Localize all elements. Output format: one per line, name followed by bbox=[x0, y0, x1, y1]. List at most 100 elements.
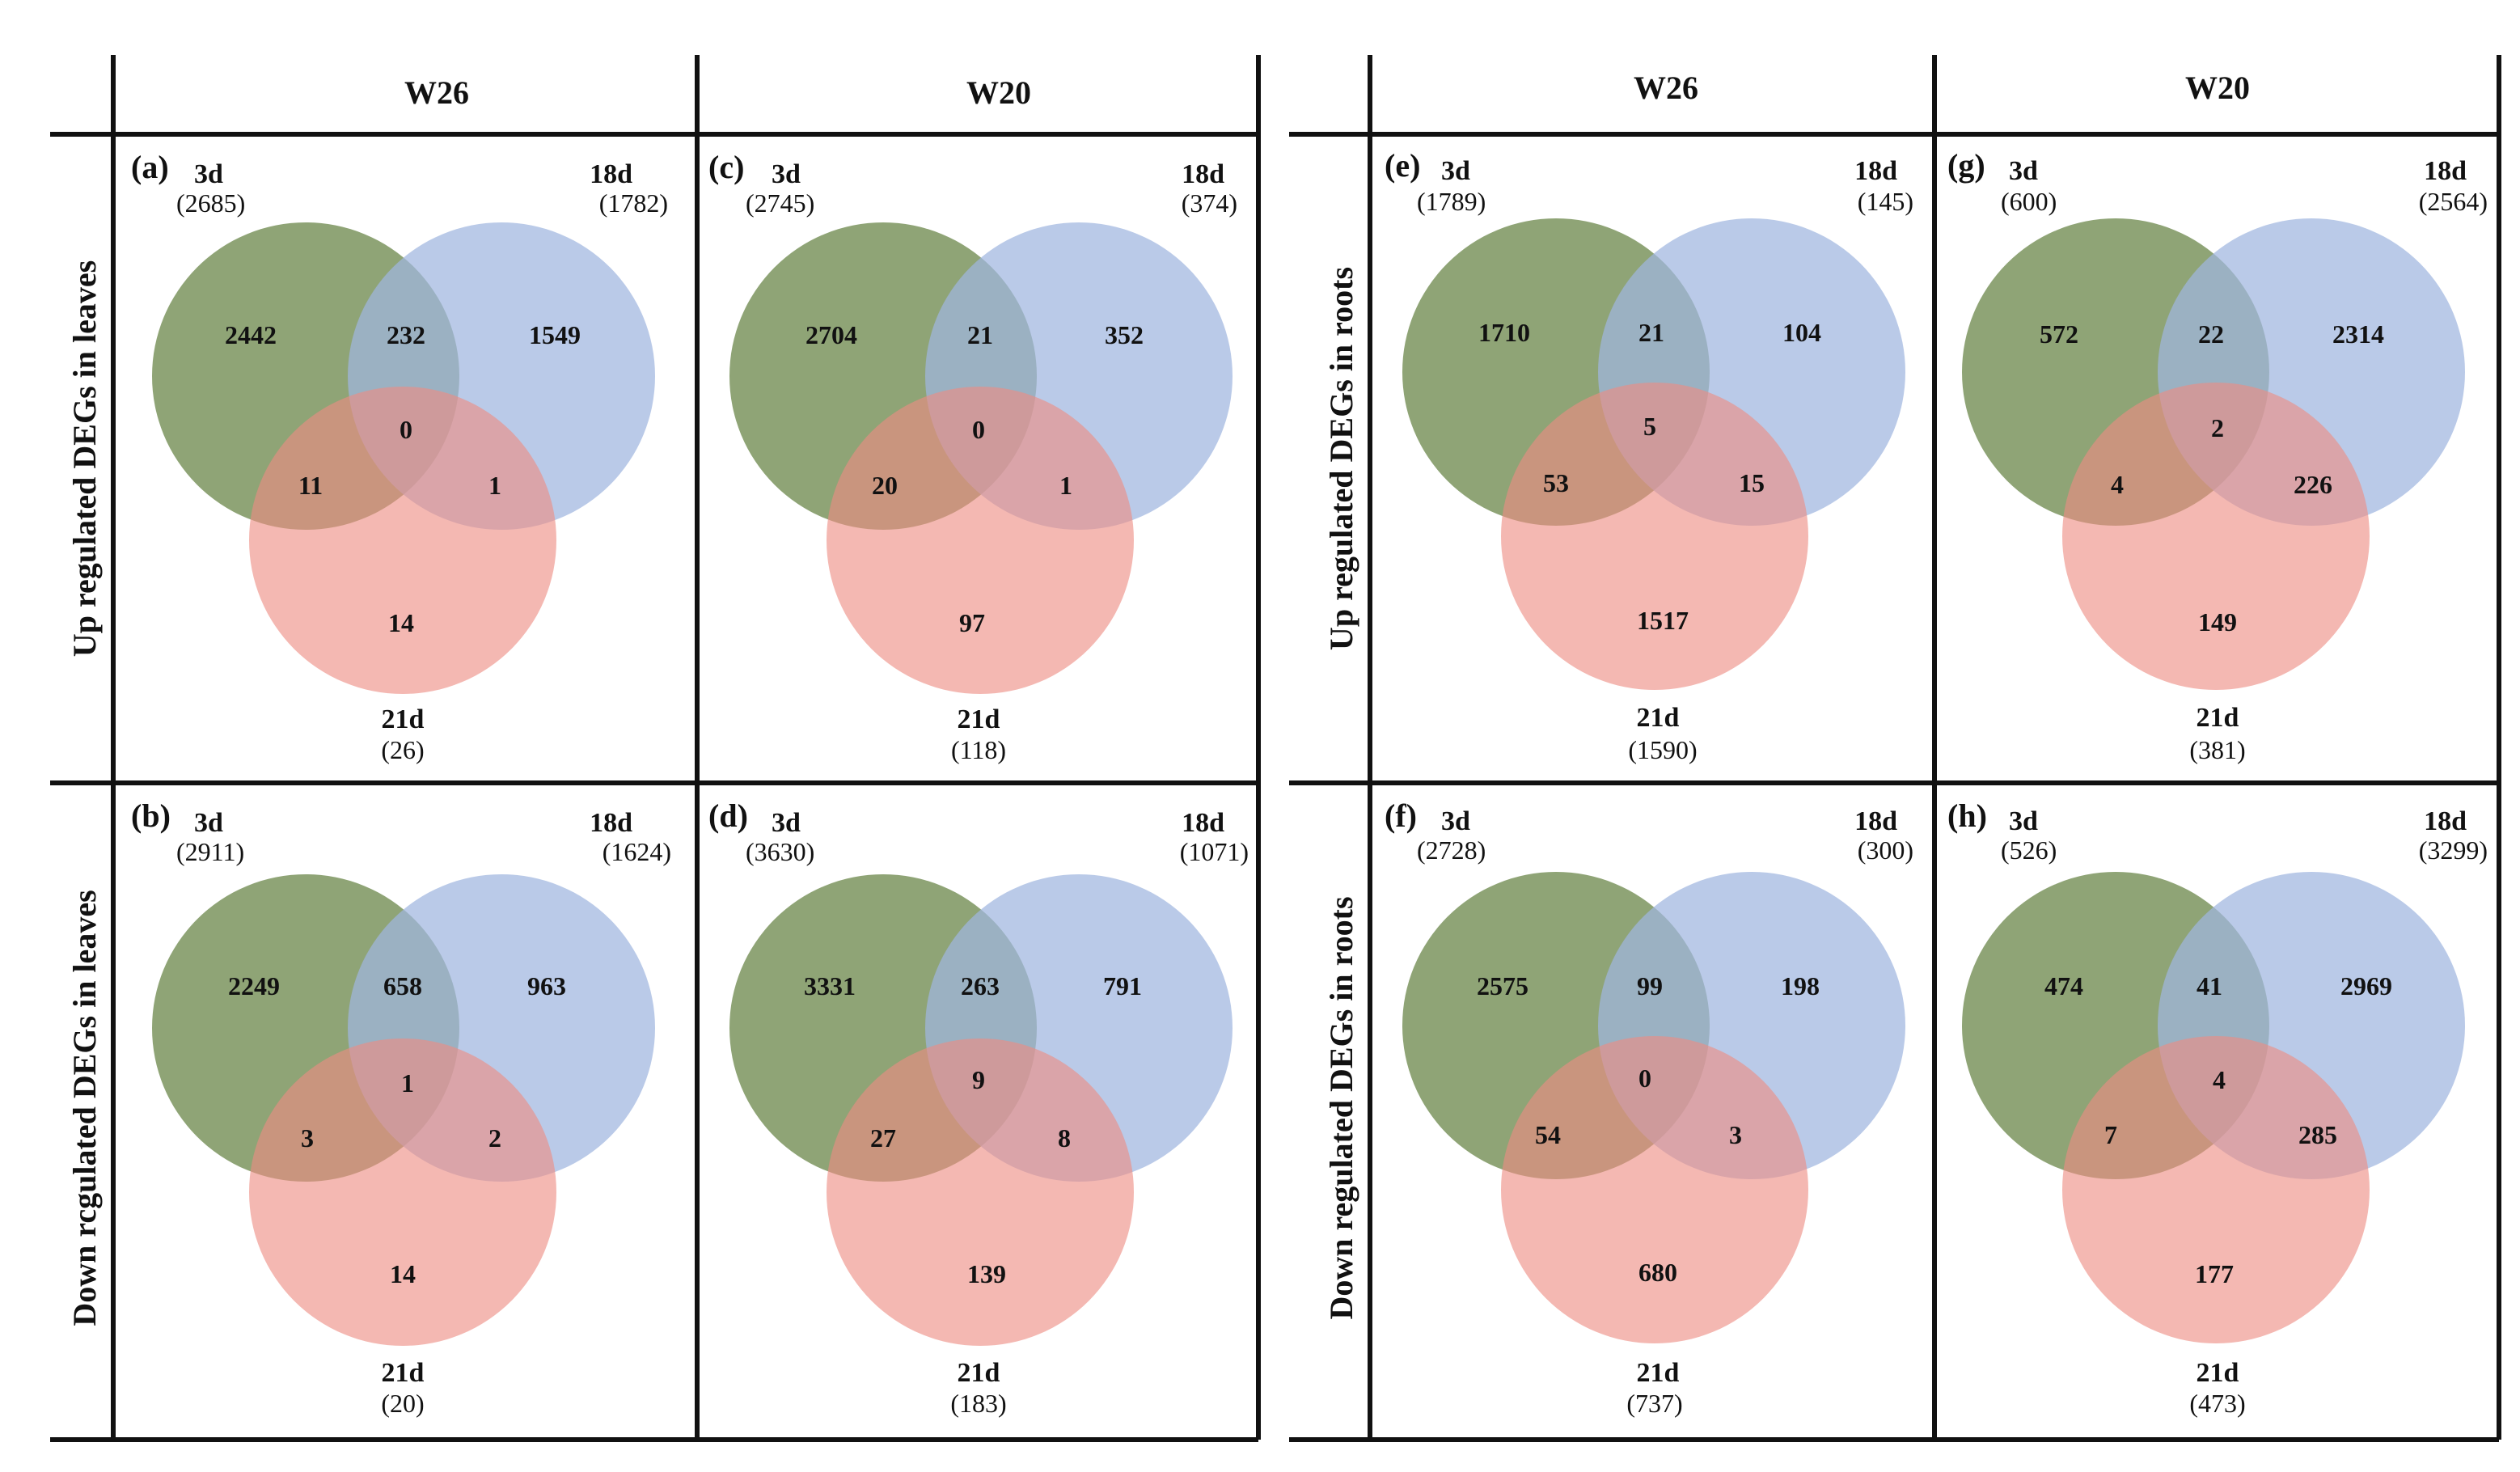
column-header: W26 bbox=[1634, 70, 1698, 106]
set-name-3d: 3d bbox=[772, 808, 801, 838]
panel-label: (d) bbox=[708, 797, 748, 834]
set-circle-21d bbox=[827, 387, 1134, 694]
region-21d-only: 14 bbox=[388, 608, 414, 637]
region-18d-only: 1549 bbox=[529, 320, 581, 349]
region-all-three: 2 bbox=[2211, 413, 2224, 442]
venn-panel-c: (c) 3d (2745) 18d (374) 21d (118) 2704 2… bbox=[708, 149, 1237, 764]
set-total-21d: (118) bbox=[951, 735, 1006, 764]
region-3d-only: 2704 bbox=[805, 320, 857, 349]
venn-panel-h: (h) 3d (526) 18d (3299) 21d (473) 474 41… bbox=[1947, 797, 2488, 1418]
set-total-3d: (2728) bbox=[1417, 835, 1486, 865]
panel-label: (f) bbox=[1385, 797, 1417, 834]
column-header: W20 bbox=[2185, 70, 2250, 106]
region-18d-only: 198 bbox=[1781, 971, 1820, 1000]
set-circle-21d bbox=[827, 1038, 1134, 1346]
set-total-18d: (2564) bbox=[2419, 187, 2488, 216]
set-total-3d: (3630) bbox=[746, 837, 814, 866]
set-total-18d: (145) bbox=[1858, 187, 1913, 216]
region-18d-21d: 8 bbox=[1058, 1123, 1071, 1153]
region-3d-21d: 4 bbox=[2111, 470, 2124, 499]
left-group-grid bbox=[50, 55, 1261, 1442]
region-all-three: 5 bbox=[1643, 412, 1656, 441]
set-total-3d: (600) bbox=[2001, 187, 2057, 216]
set-circle-21d bbox=[2062, 383, 2370, 690]
region-18d-21d: 1 bbox=[1059, 471, 1072, 500]
venn-panel-e: (e) 3d (1789) 18d (145) 21d (1590) 1710 … bbox=[1385, 147, 1913, 764]
region-3d-only: 1710 bbox=[1478, 318, 1530, 347]
set-circle-21d bbox=[1501, 1036, 1808, 1343]
venn-panel-f: (f) 3d (2728) 18d (300) 21d (737) 2575 9… bbox=[1385, 797, 1913, 1418]
region-18d-only: 2969 bbox=[2340, 971, 2392, 1000]
set-total-18d: (374) bbox=[1182, 188, 1237, 218]
set-circle-21d bbox=[249, 1038, 556, 1346]
set-name-21d: 21d bbox=[382, 1358, 425, 1388]
region-3d-18d: 22 bbox=[2198, 319, 2224, 349]
region-3d-18d: 263 bbox=[961, 971, 1000, 1000]
panel-label: (e) bbox=[1385, 147, 1420, 184]
region-3d-18d: 21 bbox=[967, 320, 993, 349]
region-3d-21d: 27 bbox=[870, 1123, 896, 1153]
region-21d-only: 14 bbox=[390, 1259, 416, 1288]
region-3d-18d: 41 bbox=[2197, 971, 2222, 1000]
set-total-3d: (2685) bbox=[176, 188, 245, 218]
region-3d-only: 3331 bbox=[804, 971, 856, 1000]
region-21d-only: 1517 bbox=[1637, 606, 1689, 635]
region-18d-only: 791 bbox=[1103, 971, 1142, 1000]
region-21d-only: 97 bbox=[959, 608, 985, 637]
set-total-3d: (526) bbox=[2001, 835, 2057, 865]
region-all-three: 0 bbox=[1638, 1064, 1651, 1093]
set-name-21d: 21d bbox=[1637, 703, 1680, 733]
region-18d-21d: 3 bbox=[1729, 1120, 1742, 1149]
right-group-grid bbox=[1289, 55, 2501, 1442]
region-3d-only: 572 bbox=[2040, 319, 2078, 349]
region-18d-21d: 226 bbox=[2294, 470, 2332, 499]
set-total-18d: (1071) bbox=[1180, 837, 1249, 866]
set-total-21d: (20) bbox=[381, 1389, 424, 1418]
region-18d-21d: 1 bbox=[488, 471, 501, 500]
row-label: Down regulated DEGs in roots bbox=[1323, 896, 1359, 1319]
region-all-three: 1 bbox=[401, 1068, 414, 1098]
region-18d-only: 963 bbox=[527, 971, 566, 1000]
region-3d-only: 2249 bbox=[228, 971, 280, 1000]
venn-panel-d: (d) 3d (3630) 18d (1071) 21d (183) 3331 … bbox=[708, 797, 1249, 1418]
set-total-21d: (183) bbox=[950, 1389, 1006, 1418]
venn-panel-a: (a) 3d (2685) 18d (1782) 21d (26) 2442 2… bbox=[131, 149, 668, 764]
set-total-21d: (1590) bbox=[1628, 735, 1697, 764]
row-label: Up regulated DEGs in roots bbox=[1323, 267, 1359, 650]
row-label: Down rcgulated DEGs in leaves bbox=[66, 890, 103, 1326]
region-3d-21d: 7 bbox=[2104, 1120, 2117, 1149]
set-name-18d: 18d bbox=[1182, 159, 1224, 189]
set-total-3d: (2911) bbox=[176, 837, 244, 866]
region-all-three: 9 bbox=[972, 1065, 985, 1094]
set-total-21d: (737) bbox=[1626, 1389, 1682, 1418]
set-circle-21d bbox=[1501, 383, 1808, 690]
set-name-18d: 18d bbox=[1854, 156, 1897, 186]
region-3d-only: 474 bbox=[2044, 971, 2083, 1000]
set-name-18d: 18d bbox=[2424, 806, 2467, 836]
set-name-21d: 21d bbox=[382, 704, 425, 734]
region-21d-only: 177 bbox=[2195, 1259, 2234, 1288]
panel-label: (c) bbox=[708, 149, 744, 185]
set-total-18d: (3299) bbox=[2419, 835, 2488, 865]
region-18d-only: 2314 bbox=[2332, 319, 2384, 349]
set-name-21d: 21d bbox=[1637, 1358, 1680, 1388]
set-name-3d: 3d bbox=[2009, 806, 2038, 836]
set-total-3d: (1789) bbox=[1417, 187, 1486, 216]
region-3d-18d: 232 bbox=[387, 320, 425, 349]
column-header: W26 bbox=[404, 74, 469, 111]
region-3d-only: 2442 bbox=[225, 320, 277, 349]
set-circle-21d bbox=[2062, 1036, 2370, 1343]
region-3d-21d: 20 bbox=[872, 471, 898, 500]
set-total-18d: (1624) bbox=[603, 837, 671, 866]
panel-label: (g) bbox=[1947, 147, 1985, 184]
venn-panel-b: (b) 3d (2911) 18d (1624) 21d (20) 2249 6… bbox=[131, 797, 671, 1418]
set-name-18d: 18d bbox=[590, 808, 632, 838]
region-21d-only: 680 bbox=[1638, 1258, 1677, 1287]
region-3d-21d: 3 bbox=[301, 1123, 314, 1153]
set-total-18d: (1782) bbox=[599, 188, 668, 218]
set-name-3d: 3d bbox=[1441, 806, 1470, 836]
region-all-three: 0 bbox=[972, 415, 985, 444]
set-name-3d: 3d bbox=[194, 808, 223, 838]
region-3d-18d: 99 bbox=[1637, 971, 1663, 1000]
